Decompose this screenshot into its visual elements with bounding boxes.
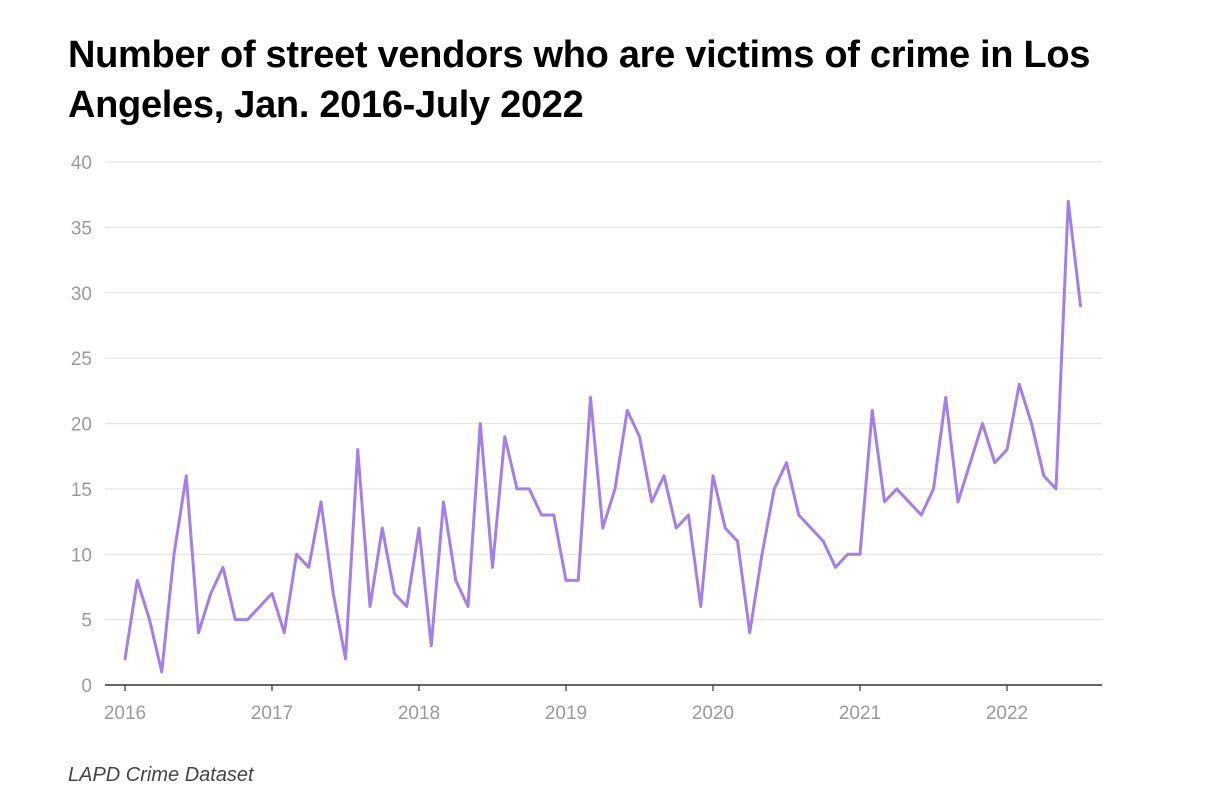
series-layer [123, 199, 1082, 674]
y-tick-label: 35 [71, 218, 92, 239]
x-axis-tick-labels: 2016 2017 2018 2019 2020 2021 2022 [104, 703, 1028, 724]
x-tick-label: 2020 [692, 703, 734, 724]
y-tick-label: 40 [71, 153, 92, 174]
source-note: LAPD Crime Dataset [68, 764, 254, 786]
x-axis-ticks [124, 685, 1008, 691]
x-tick-label: 2019 [545, 703, 587, 724]
x-tick-label: 2022 [986, 703, 1028, 724]
y-tick-label: 30 [71, 284, 92, 305]
y-tick-label: 20 [71, 415, 92, 436]
chart-title: Number of street vendors who are victims… [68, 34, 1091, 126]
y-tick-label: 5 [81, 611, 92, 632]
x-tick-label: 2021 [839, 703, 881, 724]
y-axis-tick-labels: 0 5 10 15 20 25 30 35 40 [71, 153, 92, 697]
series-line-0 [123, 199, 1082, 674]
y-tick-label: 0 [81, 676, 92, 697]
y-tick-label: 25 [71, 349, 92, 370]
y-tick-label: 10 [71, 545, 92, 566]
x-tick-label: 2017 [251, 703, 293, 724]
y-tick-label: 15 [71, 480, 92, 501]
x-tick-label: 2018 [398, 703, 440, 724]
x-tick-label: 2016 [104, 703, 146, 724]
gridlines [105, 161, 1102, 621]
